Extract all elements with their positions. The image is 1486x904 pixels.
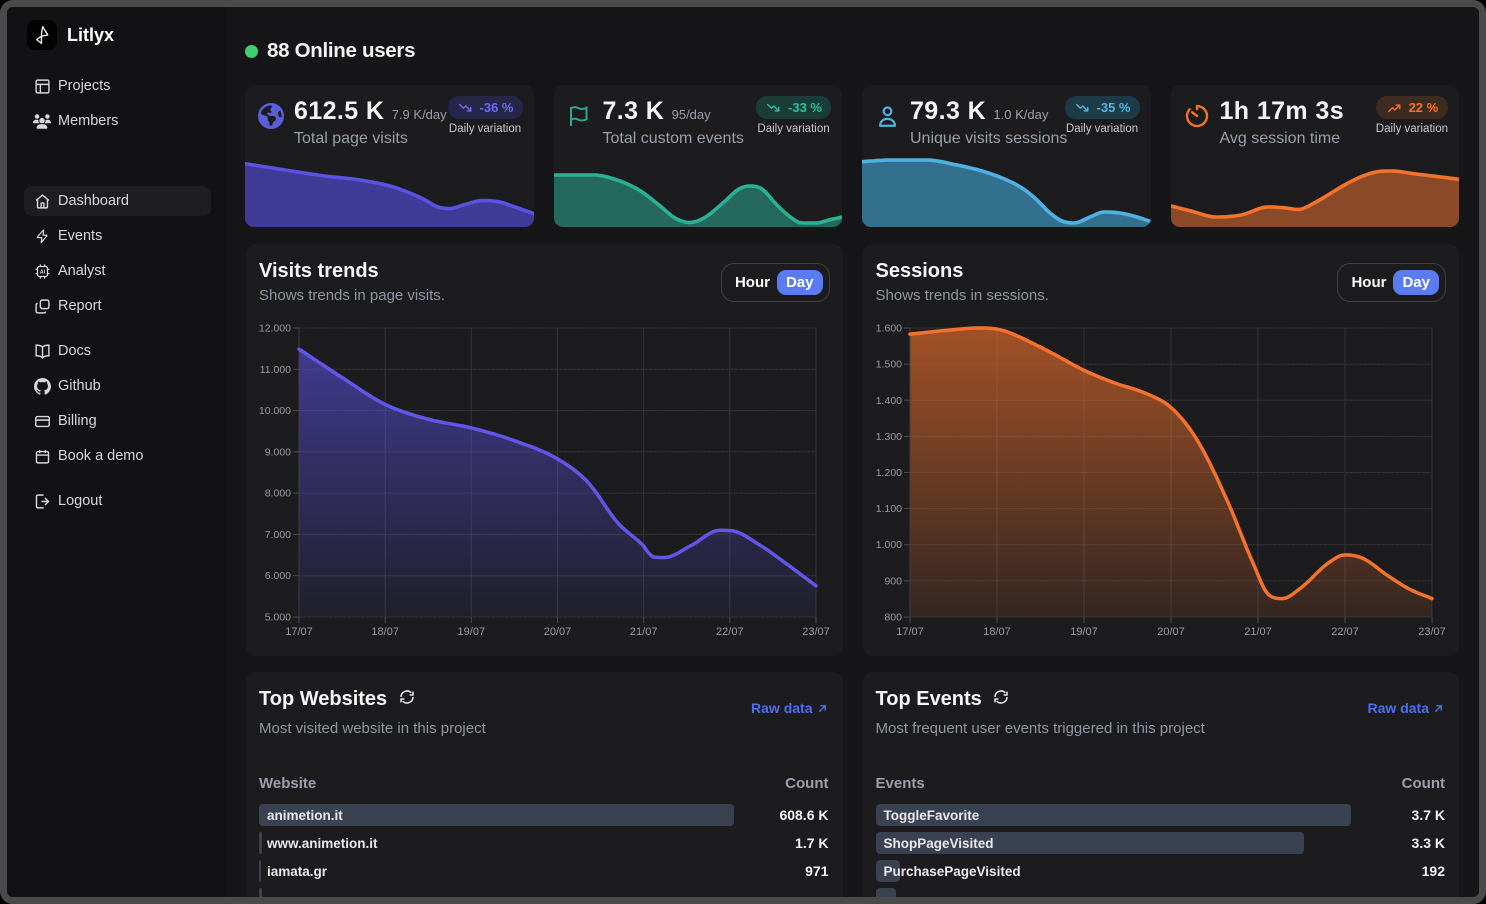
- svg-text:21/07: 21/07: [630, 626, 658, 638]
- svg-text:1.500: 1.500: [875, 359, 901, 371]
- svg-text:22/07: 22/07: [716, 626, 744, 638]
- svg-text:1.000: 1.000: [875, 539, 901, 551]
- svg-text:800: 800: [884, 612, 902, 624]
- svg-text:17/07: 17/07: [896, 626, 924, 638]
- svg-text:1.600: 1.600: [875, 323, 901, 335]
- svg-text:1.200: 1.200: [875, 467, 901, 479]
- svg-text:11.000: 11.000: [260, 364, 291, 376]
- svg-text:6.000: 6.000: [265, 570, 291, 582]
- svg-text:7.000: 7.000: [265, 529, 291, 541]
- svg-text:19/07: 19/07: [1070, 626, 1098, 638]
- svg-text:9.000: 9.000: [265, 446, 291, 458]
- svg-text:20/07: 20/07: [544, 626, 572, 638]
- svg-text:18/07: 18/07: [371, 626, 399, 638]
- svg-text:21/07: 21/07: [1244, 626, 1272, 638]
- svg-text:22/07: 22/07: [1331, 626, 1359, 638]
- svg-text:18/07: 18/07: [983, 626, 1011, 638]
- svg-text:1.400: 1.400: [875, 395, 901, 407]
- svg-text:10.000: 10.000: [259, 405, 291, 417]
- svg-text:8.000: 8.000: [265, 488, 291, 500]
- svg-text:900: 900: [884, 575, 902, 587]
- svg-text:20/07: 20/07: [1157, 626, 1185, 638]
- svg-text:12.000: 12.000: [259, 323, 291, 335]
- svg-text:1.100: 1.100: [875, 503, 901, 515]
- svg-text:1.300: 1.300: [875, 431, 901, 443]
- svg-text:23/07: 23/07: [802, 626, 830, 638]
- svg-text:19/07: 19/07: [458, 626, 486, 638]
- svg-text:AI: AI: [39, 269, 45, 275]
- svg-text:17/07: 17/07: [285, 626, 313, 638]
- svg-text:23/07: 23/07: [1418, 626, 1446, 638]
- svg-text:5.000: 5.000: [265, 612, 291, 624]
